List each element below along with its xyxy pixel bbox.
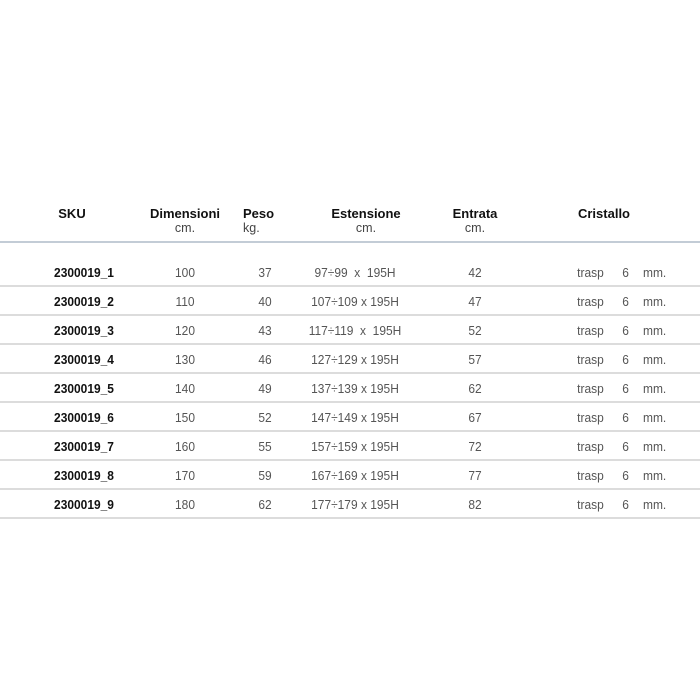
row-divider [0, 430, 700, 432]
cell-sp: 6 [622, 294, 629, 309]
cell-mm: mm. [643, 410, 667, 425]
cell-cr: trasp [577, 294, 604, 309]
cell-sku: 2300019_4 [54, 352, 114, 367]
cell-mm: mm. [643, 265, 667, 280]
cell-sku: 2300019_2 [54, 294, 114, 309]
cell-dim: 160 [175, 439, 195, 454]
cell-mm: mm. [643, 468, 667, 483]
cell-sp: 6 [622, 323, 629, 338]
cell-dim: 180 [175, 497, 195, 512]
cell-peso: 46 [258, 352, 272, 367]
row-divider [0, 517, 700, 519]
table-row: 2300019_4 130 46 127÷129 x 195H 57 trasp 6 mm. [0, 345, 700, 374]
cell-cr: trasp [577, 381, 604, 396]
cell-dim: 150 [175, 410, 195, 425]
cell-peso: 40 [258, 294, 272, 309]
table-row: 2300019_2 110 40 107÷109 x 195H 47 trasp 6 mm. [0, 287, 700, 316]
cell-dim: 110 [175, 294, 195, 309]
cell-est: 177÷179 x 195H [311, 497, 399, 512]
cell-peso: 52 [258, 410, 272, 425]
cell-est: 167÷169 x 195H [311, 468, 399, 483]
table-row: 2300019_6 150 52 147÷149 x 195H 67 trasp 6 mm. [0, 403, 700, 432]
cell-cr: trasp [577, 323, 604, 338]
cell-est: 107÷109 x 195H [311, 294, 399, 309]
header-cristallo: Cristallo [577, 206, 630, 221]
cell-mm: mm. [643, 381, 667, 396]
cell-dim: 100 [175, 265, 195, 280]
cell-mm: mm. [643, 323, 667, 338]
cell-cr: trasp [577, 410, 604, 425]
row-divider [0, 285, 700, 287]
cell-est: 147÷149 x 195H [311, 410, 399, 425]
cell-dim: 170 [175, 468, 195, 483]
header-dimensioni: Dimensioni cm. [149, 206, 221, 236]
cell-ent: 62 [468, 381, 482, 396]
cell-sku: 2300019_5 [54, 381, 114, 396]
cell-est: 157÷159 x 195H [311, 439, 399, 454]
cell-peso: 59 [258, 468, 272, 483]
cell-dim: 140 [175, 381, 195, 396]
row-divider [0, 343, 700, 345]
row-divider [0, 314, 700, 316]
cell-dim: 130 [175, 352, 195, 367]
cell-sp: 6 [622, 439, 629, 454]
cell-sku: 2300019_6 [54, 410, 114, 425]
cell-est: 117÷119 x 195H [308, 323, 402, 338]
cell-ent: 47 [468, 294, 482, 309]
cell-sp: 6 [622, 468, 629, 483]
header-divider [0, 241, 700, 243]
cell-ent: 82 [468, 497, 482, 512]
cell-peso: 37 [258, 265, 272, 280]
table-row: 2300019_7 160 55 157÷159 x 195H 72 trasp 6 mm. [0, 432, 700, 461]
cell-mm: mm. [643, 439, 667, 454]
cell-ent: 72 [468, 439, 482, 454]
table-row: 2300019_9 180 62 177÷179 x 195H 82 trasp 6 mm. [0, 490, 700, 519]
cell-cr: trasp [577, 352, 604, 367]
row-divider [0, 401, 700, 403]
cell-sku: 2300019_9 [54, 497, 114, 512]
cell-ent: 67 [468, 410, 482, 425]
header-peso: Peso kg. [243, 206, 275, 236]
cell-sku: 2300019_3 [54, 323, 114, 338]
cell-ent: 77 [468, 468, 482, 483]
cell-est: 137÷139 x 195H [311, 381, 399, 396]
cell-cr: trasp [577, 497, 604, 512]
header-sku: SKU [58, 206, 86, 221]
cell-sp: 6 [622, 381, 629, 396]
header-entrata: Entrata cm. [452, 206, 498, 236]
cell-peso: 49 [258, 381, 272, 396]
cell-sku: 2300019_8 [54, 468, 114, 483]
row-divider [0, 372, 700, 374]
cell-dim: 120 [175, 323, 195, 338]
cell-ent: 57 [468, 352, 482, 367]
cell-sp: 6 [622, 265, 629, 280]
cell-est: 97÷99 x 195H [314, 265, 396, 280]
cell-peso: 43 [258, 323, 272, 338]
cell-ent: 52 [468, 323, 482, 338]
table-row: 2300019_1 100 37 97÷99 x 195H 42 trasp 6 mm. [0, 258, 700, 287]
cell-sp: 6 [622, 352, 629, 367]
row-divider [0, 459, 700, 461]
cell-cr: trasp [577, 439, 604, 454]
header-estensione: Estensione cm. [331, 206, 401, 236]
cell-cr: trasp [577, 265, 604, 280]
table-row: 2300019_3 120 43 117÷119 x 195H 52 trasp 6 mm. [0, 316, 700, 345]
cell-peso: 55 [258, 439, 272, 454]
cell-sp: 6 [622, 497, 629, 512]
cell-sku: 2300019_7 [54, 439, 114, 454]
cell-cr: trasp [577, 468, 604, 483]
cell-sp: 6 [622, 410, 629, 425]
cell-mm: mm. [643, 352, 667, 367]
cell-peso: 62 [258, 497, 272, 512]
row-divider [0, 488, 700, 490]
table-row: 2300019_5 140 49 137÷139 x 195H 62 trasp 6 mm. [0, 374, 700, 403]
cell-mm: mm. [643, 294, 667, 309]
cell-mm: mm. [643, 497, 667, 512]
cell-ent: 42 [468, 265, 482, 280]
cell-est: 127÷129 x 195H [311, 352, 399, 367]
table-row: 2300019_8 170 59 167÷169 x 195H 77 trasp 6 mm. [0, 461, 700, 490]
cell-sku: 2300019_1 [54, 265, 114, 280]
